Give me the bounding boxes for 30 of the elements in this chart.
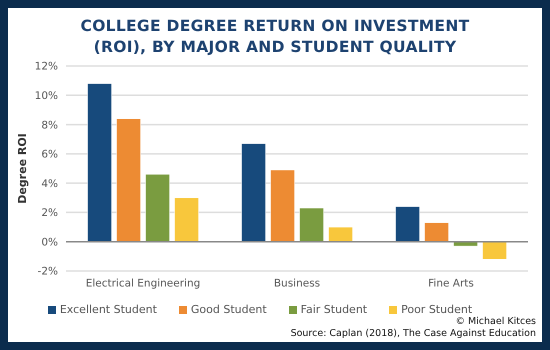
bar xyxy=(482,241,507,260)
y-tick-label: 12% xyxy=(34,60,58,73)
text: © Michael Kitces xyxy=(454,316,536,328)
legend-label: Fair Student xyxy=(300,303,368,316)
bar xyxy=(395,206,420,242)
y-tick-label: 0% xyxy=(41,236,58,248)
x-tick-label: Fine Arts xyxy=(428,277,474,290)
x-tick-label: Business xyxy=(274,277,320,290)
bar xyxy=(145,174,170,242)
legend-label: Good Student xyxy=(190,303,267,316)
legend-label: Poor Student xyxy=(401,303,472,316)
bar xyxy=(87,83,112,242)
bar xyxy=(241,143,266,242)
y-tick-label: 8% xyxy=(41,119,58,132)
x-tick-label: Electrical Engineering xyxy=(86,277,200,290)
bar xyxy=(270,170,295,242)
y-tick-label: 6% xyxy=(41,148,58,161)
source-note: Source: Caplan (2018), The Case Against Education xyxy=(290,328,536,340)
bar xyxy=(299,208,324,242)
y-axis-title: Degree ROI xyxy=(16,133,29,204)
bar xyxy=(424,222,449,242)
y-tick-label: 10% xyxy=(34,90,58,102)
bar xyxy=(174,198,199,242)
bar xyxy=(328,226,353,242)
y-tick-label: 4% xyxy=(41,178,58,190)
bar xyxy=(116,118,141,242)
legend-label: Excellent Student xyxy=(60,303,157,316)
y-tick-label: 2% xyxy=(41,207,58,220)
chart-title: COLLEGE DEGREE RETURN ON INVESTMENT (ROI), BY MAJOR AND STUDENT QUALITY xyxy=(80,16,470,58)
y-tick-label: -2% xyxy=(38,266,58,278)
